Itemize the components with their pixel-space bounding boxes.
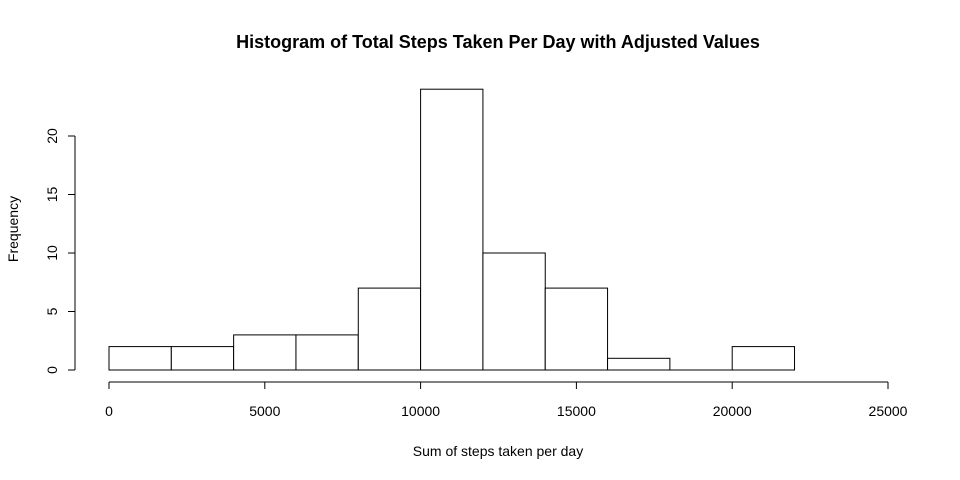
histogram-bar-6 [482,252,546,371]
histogram-bar-5 [420,88,484,371]
y-tick-label-1: 5 [44,307,60,315]
x-tick-label-4: 20000 [713,403,752,419]
x-tick-label-0: 0 [105,403,113,419]
y-axis-label: Frequency [5,196,21,262]
y-axis: 0 5 10 15 20 [44,128,76,374]
x-tick-label-5: 25000 [869,403,908,419]
x-axis-label: Sum of steps taken per day [413,443,583,459]
histogram-bar-7 [544,287,609,371]
chart-title: Histogram of Total Steps Taken Per Day w… [236,32,760,52]
x-tick-label-3: 15000 [557,403,596,419]
x-tick-label-2: 10000 [401,403,440,419]
y-tick-label-0: 0 [44,366,60,374]
x-tick-label-1: 5000 [249,403,280,419]
y-tick-label-3: 15 [44,187,60,203]
y-tick-label-4: 20 [44,128,60,144]
y-tick-label-2: 10 [44,245,60,261]
histogram-bar-8 [607,357,671,371]
histogram-bar-4 [357,287,422,371]
histogram-bar-10 [731,346,796,371]
bars-group [108,88,796,371]
histogram-bar-2 [233,334,297,371]
histogram-bar-1 [170,346,235,371]
histogram-bar-0 [108,346,172,371]
histogram-bar-3 [295,334,359,371]
x-axis: 0 5000 10000 15000 20000 25000 [105,381,908,419]
